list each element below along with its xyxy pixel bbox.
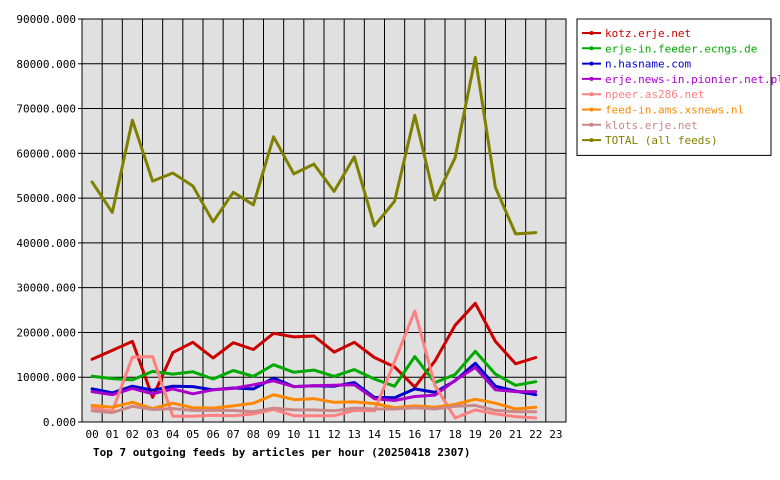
- x-tick-label: 19: [469, 428, 482, 441]
- x-tick-label: 22: [529, 428, 542, 441]
- y-tick-label: 0.000: [43, 416, 76, 429]
- y-tick-label: 30000.000: [16, 282, 76, 295]
- x-tick-label: 06: [206, 428, 219, 441]
- y-tick-label: 90000.000: [16, 13, 76, 26]
- x-tick-label: 07: [227, 428, 240, 441]
- legend-marker: [589, 61, 594, 66]
- y-tick-label: 20000.000: [16, 326, 76, 339]
- legend-label: erje.news-in.pionier.net.pl: [605, 73, 780, 86]
- legend-label: feed-in.ams.xsnews.nl: [605, 104, 744, 117]
- x-tick-label: 15: [388, 428, 401, 441]
- x-tick-label: 16: [408, 428, 421, 441]
- x-tick-label: 10: [287, 428, 300, 441]
- legend-label: npeer.as286.net: [605, 88, 704, 101]
- y-tick-label: 80000.000: [16, 58, 76, 71]
- series-line-1: [90, 349, 538, 388]
- legend-label: kotz.erje.net: [605, 27, 691, 40]
- y-tick-label: 50000.000: [16, 192, 76, 205]
- y-tick-label: 10000.000: [16, 371, 76, 384]
- x-tick-label: 11: [307, 428, 320, 441]
- series-line-6: [90, 403, 538, 415]
- x-tick-label: 05: [186, 428, 199, 441]
- x-tick-label: 17: [428, 428, 441, 441]
- x-axis-ticks: 00 01 02 03 04 05 06 07 08 09 10 11 12 13 14 15 16 17 18 19…: [85, 428, 562, 441]
- x-tick-label: 20: [489, 428, 502, 441]
- legend-marker: [589, 76, 594, 81]
- series-line-5: [90, 393, 538, 411]
- legend-label: n.hasname.com: [605, 58, 691, 71]
- legend-marker: [589, 46, 594, 51]
- legend-marker: [589, 122, 594, 127]
- legend-marker: [589, 107, 594, 112]
- x-tick-label: 09: [267, 428, 280, 441]
- series-line-0: [90, 301, 538, 399]
- legend-label: erje-in.feeder.ecngs.de: [605, 42, 757, 55]
- x-tick-label: 14: [368, 428, 382, 441]
- series-line-4: [90, 309, 538, 420]
- series-line-3: [90, 365, 538, 402]
- legend-label: klots.erje.net: [605, 119, 698, 132]
- x-tick-label: 03: [146, 428, 159, 441]
- x-tick-label: 04: [166, 428, 180, 441]
- y-tick-label: 40000.000: [16, 237, 76, 250]
- legend-marker: [589, 92, 594, 97]
- series-line-7: [90, 56, 538, 236]
- chart-title: Top 7 outgoing feeds by articles per hou…: [93, 446, 471, 459]
- y-axis-ticks: 0.000 10000.000 20000.000 30000.000 40000.00…: [16, 13, 82, 429]
- legend-label: TOTAL (all feeds): [605, 134, 718, 147]
- x-tick-label: 21: [509, 428, 522, 441]
- x-tick-label: 23: [549, 428, 562, 441]
- x-tick-label: 12: [327, 428, 340, 441]
- y-tick-label: 70000.000: [16, 103, 76, 116]
- legend-box: [576, 18, 772, 156]
- x-tick-label: 00: [85, 428, 98, 441]
- x-tick-label: 01: [106, 428, 119, 441]
- grid-lines: [81, 18, 567, 423]
- legend-marker: [589, 138, 594, 143]
- series-lines: [90, 56, 538, 420]
- y-tick-label: 60000.000: [16, 147, 76, 160]
- x-tick-label: 08: [247, 428, 260, 441]
- legend: kotz.erje.net erje-in.feeder.ecngs.de n.ha…: [576, 18, 780, 156]
- x-tick-label: 13: [348, 428, 361, 441]
- legend-marker: [589, 31, 594, 35]
- x-tick-label: 02: [126, 428, 139, 441]
- x-tick-label: 18: [448, 428, 461, 441]
